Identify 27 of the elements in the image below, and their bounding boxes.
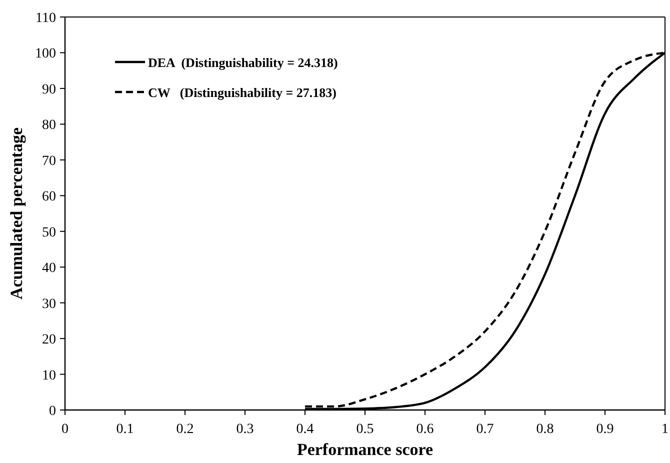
y-axis-title: Acumulated percentage (7, 127, 26, 300)
y-tick-label: 40 (42, 261, 56, 276)
y-tick-label: 50 (42, 225, 56, 240)
x-tick-label: 0.8 (536, 422, 554, 437)
y-tick-label: 10 (42, 368, 56, 384)
x-tick-label: 0 (62, 422, 68, 437)
y-tick-label: 30 (42, 296, 56, 312)
x-tick-label: 0.7 (476, 422, 494, 437)
y-tick-label: 110 (36, 11, 56, 26)
y-tick-label: 60 (42, 190, 56, 205)
x-tick-label: 0.2 (176, 422, 194, 437)
legend-label: DEA (Distinguishability = 24.318) (148, 55, 338, 70)
y-tick-label: 0 (49, 404, 56, 419)
y-tick-label: 70 (42, 154, 56, 169)
x-axis-title: Performance score (296, 440, 434, 459)
x-tick-label: 0.5 (356, 422, 374, 437)
legend-label: CW (Distinguishability = 27.183) (148, 85, 336, 100)
x-tick-label: 0.4 (296, 422, 314, 437)
x-tick-label: 0.3 (236, 422, 254, 437)
x-tick-label: 0.9 (596, 422, 614, 437)
x-tick-label: 0.1 (116, 422, 134, 437)
y-tick-label: 100 (35, 46, 56, 62)
y-tick-label: 90 (42, 82, 56, 98)
y-tick-label: 80 (42, 118, 56, 134)
y-tick-label: 20 (42, 332, 56, 348)
x-tick-label: 1 (662, 422, 668, 437)
x-tick-label: 0.6 (416, 422, 434, 437)
